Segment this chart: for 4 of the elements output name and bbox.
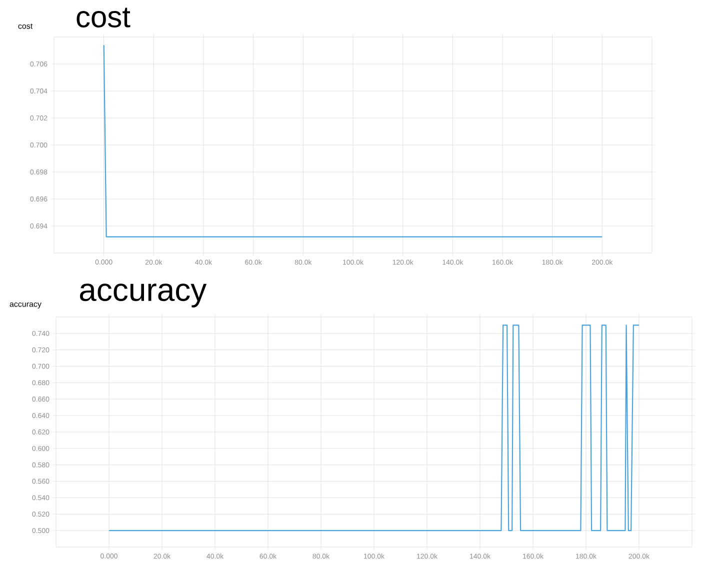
y-axis-title: cost <box>18 24 33 29</box>
chart-title: cost <box>76 8 130 28</box>
y-axis-title: accuracy <box>10 302 42 308</box>
chart-title: accuracy <box>80 284 207 308</box>
